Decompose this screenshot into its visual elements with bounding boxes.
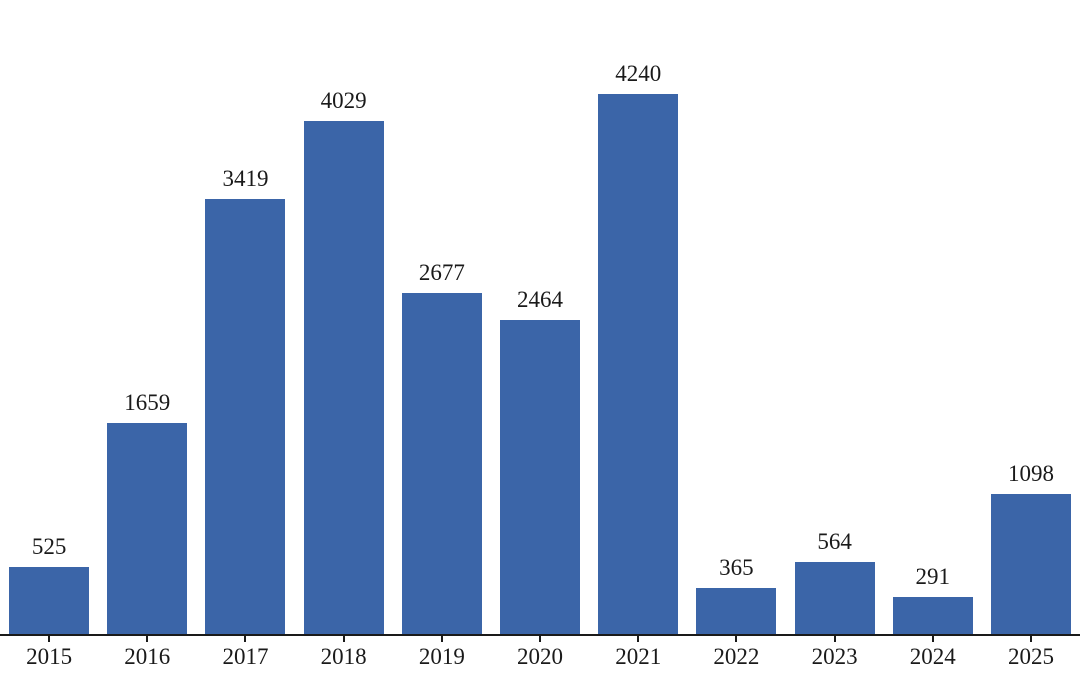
bar (303, 121, 384, 634)
x-axis-tick-label: 2024 (909, 644, 956, 669)
bar (598, 94, 679, 634)
bar-value-label: 365 (719, 555, 754, 580)
x-axis-tick-label: 2020 (517, 644, 564, 669)
bar (107, 423, 188, 634)
x-axis-tick-label: 2022 (713, 644, 760, 669)
x-axis-category: 2021 (589, 636, 687, 675)
x-axis-tick-label: 2021 (615, 644, 662, 669)
bar (9, 567, 90, 634)
x-axis-tick (735, 636, 738, 642)
bar-value-label: 4029 (320, 88, 367, 113)
bar-value-label: 1659 (124, 390, 171, 415)
x-axis-tick (833, 636, 836, 642)
x-axis-category: 2019 (393, 636, 491, 675)
bar-value-label: 291 (915, 564, 951, 589)
x-axis-category: 2025 (982, 636, 1080, 675)
x-axis-tick (440, 636, 443, 642)
bar-value-label: 2464 (517, 287, 564, 312)
plot-area: 525 1659 3419 4029 2677 2464 4240 365 564 291 1098 (0, 0, 1080, 636)
x-axis-tick (342, 636, 345, 642)
bar-value-label: 525 (31, 534, 67, 559)
bar-column: 2677 (393, 0, 491, 634)
x-axis-category: 2023 (786, 636, 884, 675)
bar-column: 3419 (196, 0, 294, 634)
bar-column: 1098 (982, 0, 1080, 634)
bar-column: 564 (786, 0, 884, 634)
x-axis-tick-label: 2016 (124, 644, 171, 669)
x-axis-tick (637, 636, 640, 642)
x-axis-category: 2020 (491, 636, 589, 675)
x-axis-category: 2016 (98, 636, 196, 675)
x-axis-tick (146, 636, 149, 642)
bar-column: 4240 (589, 0, 687, 634)
x-axis-category: 2015 (0, 636, 98, 675)
x-axis-tick-label: 2015 (26, 644, 73, 669)
bar (892, 597, 973, 634)
bar-column: 4029 (295, 0, 393, 634)
x-axis-tick-label: 2023 (811, 644, 858, 669)
bar-value-label: 564 (817, 529, 852, 554)
bar-value-label: 3419 (222, 166, 269, 191)
bar-column: 525 (0, 0, 98, 634)
x-axis-tick-label: 2019 (418, 644, 465, 669)
bar-value-label: 2677 (418, 260, 465, 285)
bar (794, 562, 875, 634)
x-axis-tick-label: 2017 (222, 644, 269, 669)
bar (696, 588, 777, 634)
x-axis-tick (1029, 636, 1032, 642)
bar (500, 320, 581, 634)
x-axis-category: 2017 (196, 636, 294, 675)
bar-column: 365 (687, 0, 785, 634)
x-axis-tick (244, 636, 247, 642)
x-axis-tick (48, 636, 51, 642)
bar-column: 2464 (491, 0, 589, 634)
bar-column: 291 (884, 0, 982, 634)
bar-value-label: 1098 (1007, 461, 1054, 486)
x-axis: 2015 2016 2017 2018 2019 2020 2021 2022 2023 2024… (0, 636, 1080, 675)
x-axis-category: 2022 (687, 636, 785, 675)
bar-value-label: 4240 (615, 61, 662, 86)
bar (401, 293, 482, 634)
bar (990, 494, 1071, 634)
bar (205, 199, 286, 634)
x-axis-tick (539, 636, 542, 642)
x-axis-category: 2024 (884, 636, 982, 675)
x-axis-category: 2018 (295, 636, 393, 675)
x-axis-tick-label: 2018 (320, 644, 367, 669)
x-axis-tick-label: 2025 (1007, 644, 1054, 669)
x-axis-tick (931, 636, 934, 642)
bar-column: 1659 (98, 0, 196, 634)
